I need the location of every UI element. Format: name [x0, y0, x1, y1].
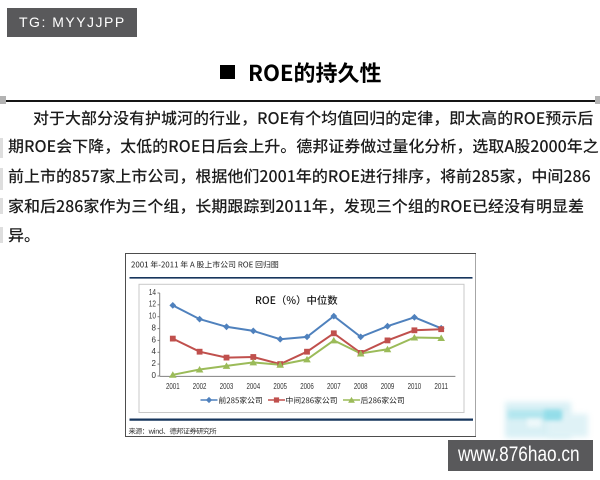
svg-text:2005: 2005 — [273, 382, 287, 391]
svg-text:2002: 2002 — [192, 382, 206, 391]
svg-text:2003: 2003 — [219, 382, 233, 391]
svg-text:12: 12 — [148, 300, 156, 309]
svg-text:2001: 2001 — [166, 382, 180, 391]
svg-text:4: 4 — [151, 347, 156, 356]
svg-text:8: 8 — [151, 324, 156, 333]
svg-text:6: 6 — [151, 335, 156, 344]
svg-text:2006: 2006 — [300, 382, 314, 391]
svg-text:2011: 2011 — [434, 382, 448, 391]
svg-text:10: 10 — [148, 312, 156, 321]
svg-text:2009: 2009 — [380, 382, 394, 391]
svg-text:2010: 2010 — [407, 382, 421, 391]
svg-text:2: 2 — [151, 359, 156, 368]
svg-text:0: 0 — [151, 371, 156, 380]
svg-text:2004: 2004 — [246, 382, 260, 391]
svg-text:14: 14 — [148, 288, 156, 297]
svg-text:2008: 2008 — [353, 382, 367, 391]
svg-text:2007: 2007 — [327, 382, 341, 391]
